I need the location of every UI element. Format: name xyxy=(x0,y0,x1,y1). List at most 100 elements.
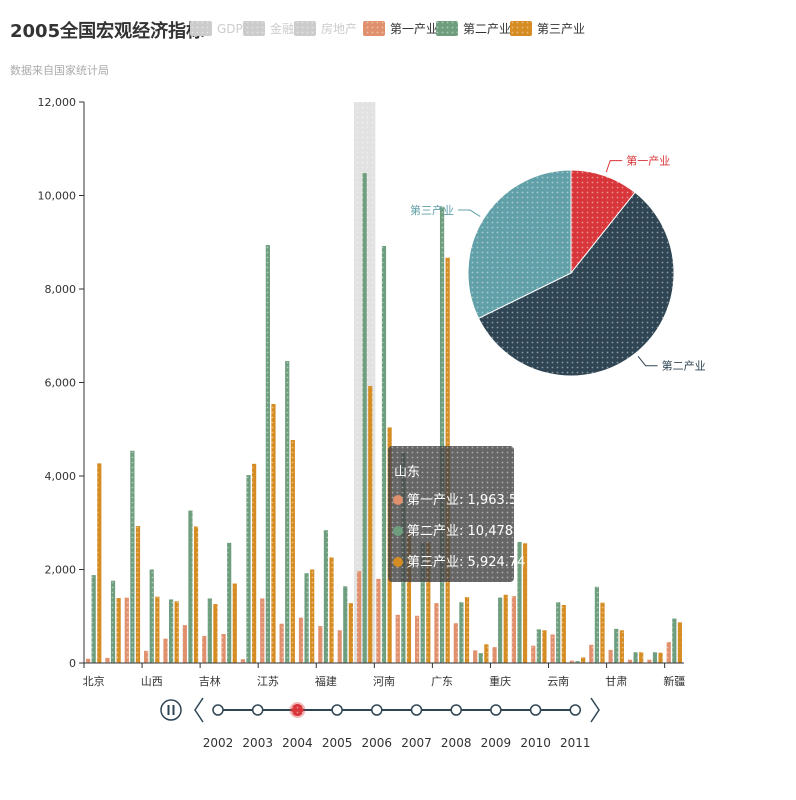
legend-swatch-pattern xyxy=(243,21,265,36)
bar-pattern xyxy=(672,618,677,663)
legend-item[interactable]: 房地产 xyxy=(294,21,357,36)
timeline-node[interactable]: 2004 xyxy=(282,702,313,750)
bar-pattern xyxy=(246,475,251,663)
bar-pattern xyxy=(213,604,218,663)
timeline-node[interactable]: 2008 xyxy=(441,704,472,750)
tooltip-colon: : xyxy=(459,524,468,539)
tooltip-value: 1,963.51 xyxy=(468,493,526,508)
x-tick-label: 重庆 xyxy=(489,674,511,688)
pie-label: 第三产业 xyxy=(410,203,454,217)
bar-pattern xyxy=(464,597,470,663)
tooltip-title: 山东 xyxy=(394,465,420,480)
timeline-current-pattern xyxy=(291,704,304,716)
bar-pattern xyxy=(666,641,671,663)
bar-pattern xyxy=(633,652,638,663)
bar-pattern xyxy=(155,596,160,663)
bar-pattern xyxy=(240,659,246,663)
play-pause-button[interactable] xyxy=(160,699,182,721)
tooltip-marker xyxy=(393,526,403,536)
timeline-year-label: 2008 xyxy=(441,736,472,750)
timeline-dot xyxy=(371,704,383,716)
timeline-node[interactable]: 2007 xyxy=(401,704,432,750)
timeline-dot xyxy=(529,704,542,716)
timeline-node[interactable]: 2009 xyxy=(481,704,512,750)
tooltip-series-name: 第三产业 xyxy=(407,555,459,570)
bar-pattern xyxy=(600,602,605,663)
bar-pattern xyxy=(105,657,110,663)
legend-item[interactable]: 金融 xyxy=(243,21,294,36)
bar-pattern xyxy=(202,635,207,663)
timeline-year-label: 2010 xyxy=(520,736,551,750)
bar-pattern xyxy=(511,596,516,663)
bar-pattern xyxy=(536,629,541,663)
bar-pattern xyxy=(85,658,91,663)
x-tick-label: 新疆 xyxy=(663,674,685,688)
x-tick-label: 山西 xyxy=(141,675,163,688)
bar-pattern xyxy=(439,206,445,663)
y-tick-label: 6,000 xyxy=(45,377,77,390)
legend-swatch-pattern xyxy=(294,21,316,36)
bar-pattern xyxy=(556,602,561,663)
y-tick-label: 10,000 xyxy=(38,190,77,203)
tooltip-marker xyxy=(393,557,403,567)
bar-pattern xyxy=(492,647,497,663)
bar-pattern xyxy=(252,463,257,663)
legend-label: GDP xyxy=(217,22,243,36)
bar-pattern xyxy=(207,598,212,663)
legend-label: 第三产业 xyxy=(537,22,585,36)
bar-pattern xyxy=(348,603,353,663)
bar-pattern xyxy=(130,450,135,663)
bar-pattern xyxy=(337,630,342,663)
pie-label-line xyxy=(605,160,623,173)
bar-pattern xyxy=(561,605,566,663)
timeline-dot xyxy=(490,704,502,716)
bar-pattern xyxy=(193,526,199,663)
tooltip-value: 10,478.62 xyxy=(468,524,534,539)
bar-pattern xyxy=(658,652,663,663)
x-tick-label: 福建 xyxy=(315,674,337,688)
bar-pattern xyxy=(677,622,683,663)
bar-pattern xyxy=(182,625,187,663)
legend-item[interactable]: 第三产业 xyxy=(510,21,585,36)
tooltip-series-name: 第二产业 xyxy=(407,524,459,539)
bar-pattern xyxy=(581,657,586,663)
bar-pattern xyxy=(116,598,121,663)
next-arrow-icon[interactable] xyxy=(590,697,600,723)
bar-pattern xyxy=(285,360,290,663)
x-tick-label: 河南 xyxy=(373,675,395,688)
pie-label-line xyxy=(458,209,481,217)
legend-item[interactable]: 第一产业 xyxy=(363,21,438,36)
y-tick-label: 12,000 xyxy=(38,96,77,109)
x-axis: 北京 山西 吉林 江苏 福建 河南 广东 重庆 云南 甘肃 新疆 xyxy=(83,662,685,688)
legend-item[interactable]: 第二产业 xyxy=(436,21,511,36)
legend-label: 第一产业 xyxy=(390,22,438,36)
timeline-node[interactable]: 2010 xyxy=(520,704,551,750)
legend-item[interactable]: GDP xyxy=(190,21,243,36)
bar-pattern xyxy=(614,628,619,663)
legend-swatch-pattern xyxy=(510,21,532,36)
chart-subtitle: 数据来自国家统计局 xyxy=(10,63,109,77)
y-axis: 0 2,000 4,000 6,000 8,000 10,000 12,000 xyxy=(38,96,85,670)
timeline-node[interactable]: 2011 xyxy=(560,704,591,750)
bar-pattern xyxy=(569,660,575,663)
bar-pattern xyxy=(279,623,284,663)
tooltip-colon: : xyxy=(459,555,468,570)
bar-pattern xyxy=(149,569,154,663)
bar-pattern xyxy=(343,586,348,663)
y-tick-label: 0 xyxy=(69,657,76,670)
legend-swatch-pattern xyxy=(363,21,385,36)
timeline-node[interactable]: 2006 xyxy=(362,704,393,750)
timeline-node[interactable]: 2003 xyxy=(242,704,273,750)
bar-pattern xyxy=(144,650,149,663)
timeline-node[interactable]: 2002 xyxy=(203,704,234,750)
bar-pattern xyxy=(265,245,270,663)
prev-arrow-icon[interactable] xyxy=(194,697,204,723)
timeline-node[interactable]: 2005 xyxy=(322,704,353,750)
bar-pattern xyxy=(232,583,237,663)
bar-pattern xyxy=(498,597,503,663)
bar-pattern xyxy=(478,653,483,663)
